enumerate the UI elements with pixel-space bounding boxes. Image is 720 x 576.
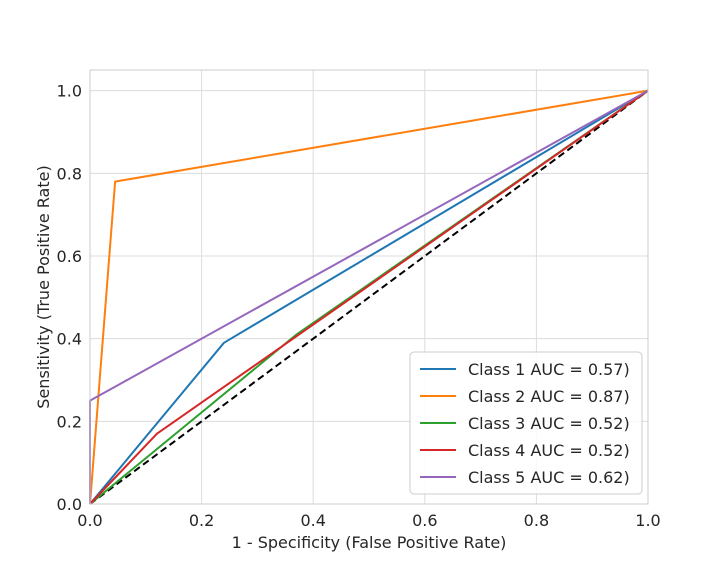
y-tick-label: 0.6 xyxy=(57,247,82,266)
x-tick-label: 0.0 xyxy=(77,511,102,530)
x-tick-label: 1.0 xyxy=(635,511,660,530)
y-tick-label: 0.4 xyxy=(57,330,82,349)
legend-label: Class 3 AUC = 0.52) xyxy=(468,414,630,433)
reference-line-group xyxy=(89,89,649,505)
legend-label: Class 4 AUC = 0.52) xyxy=(468,441,630,460)
x-tick-label: 0.6 xyxy=(412,511,437,530)
y-tick-label: 0.2 xyxy=(57,412,82,431)
legend: Class 1 AUC = 0.57) Class 2 AUC = 0.87) Cl… xyxy=(409,351,643,495)
y-tick-label: 0.8 xyxy=(57,164,82,183)
x-axis-label: 1 - Specificity (False Positive Rate) xyxy=(232,533,507,552)
x-tick-label: 0.8 xyxy=(524,511,549,530)
y-tick-label: 0.0 xyxy=(57,495,82,514)
plot-frame xyxy=(89,69,649,505)
y-tick-labels: 0.0 0.2 0.4 0.6 0.8 1.0 xyxy=(57,82,82,514)
legend-label: Class 1 AUC = 0.57) xyxy=(468,360,630,379)
y-tick-label: 1.0 xyxy=(57,82,82,101)
reference-line xyxy=(89,89,649,505)
legend-label: Class 2 AUC = 0.87) xyxy=(468,387,630,406)
series-line-class-4 xyxy=(89,89,649,505)
y-axis-label: Sensitivity (True Positive Rate) xyxy=(34,165,53,408)
legend-box xyxy=(409,351,643,495)
x-tick-labels: 0.0 0.2 0.4 0.6 0.8 1.0 xyxy=(77,511,660,530)
series-line-class-1 xyxy=(89,89,649,505)
x-tick-label: 0.2 xyxy=(189,511,214,530)
x-tick-label: 0.4 xyxy=(300,511,325,530)
legend-label: Class 5 AUC = 0.62) xyxy=(468,468,630,487)
